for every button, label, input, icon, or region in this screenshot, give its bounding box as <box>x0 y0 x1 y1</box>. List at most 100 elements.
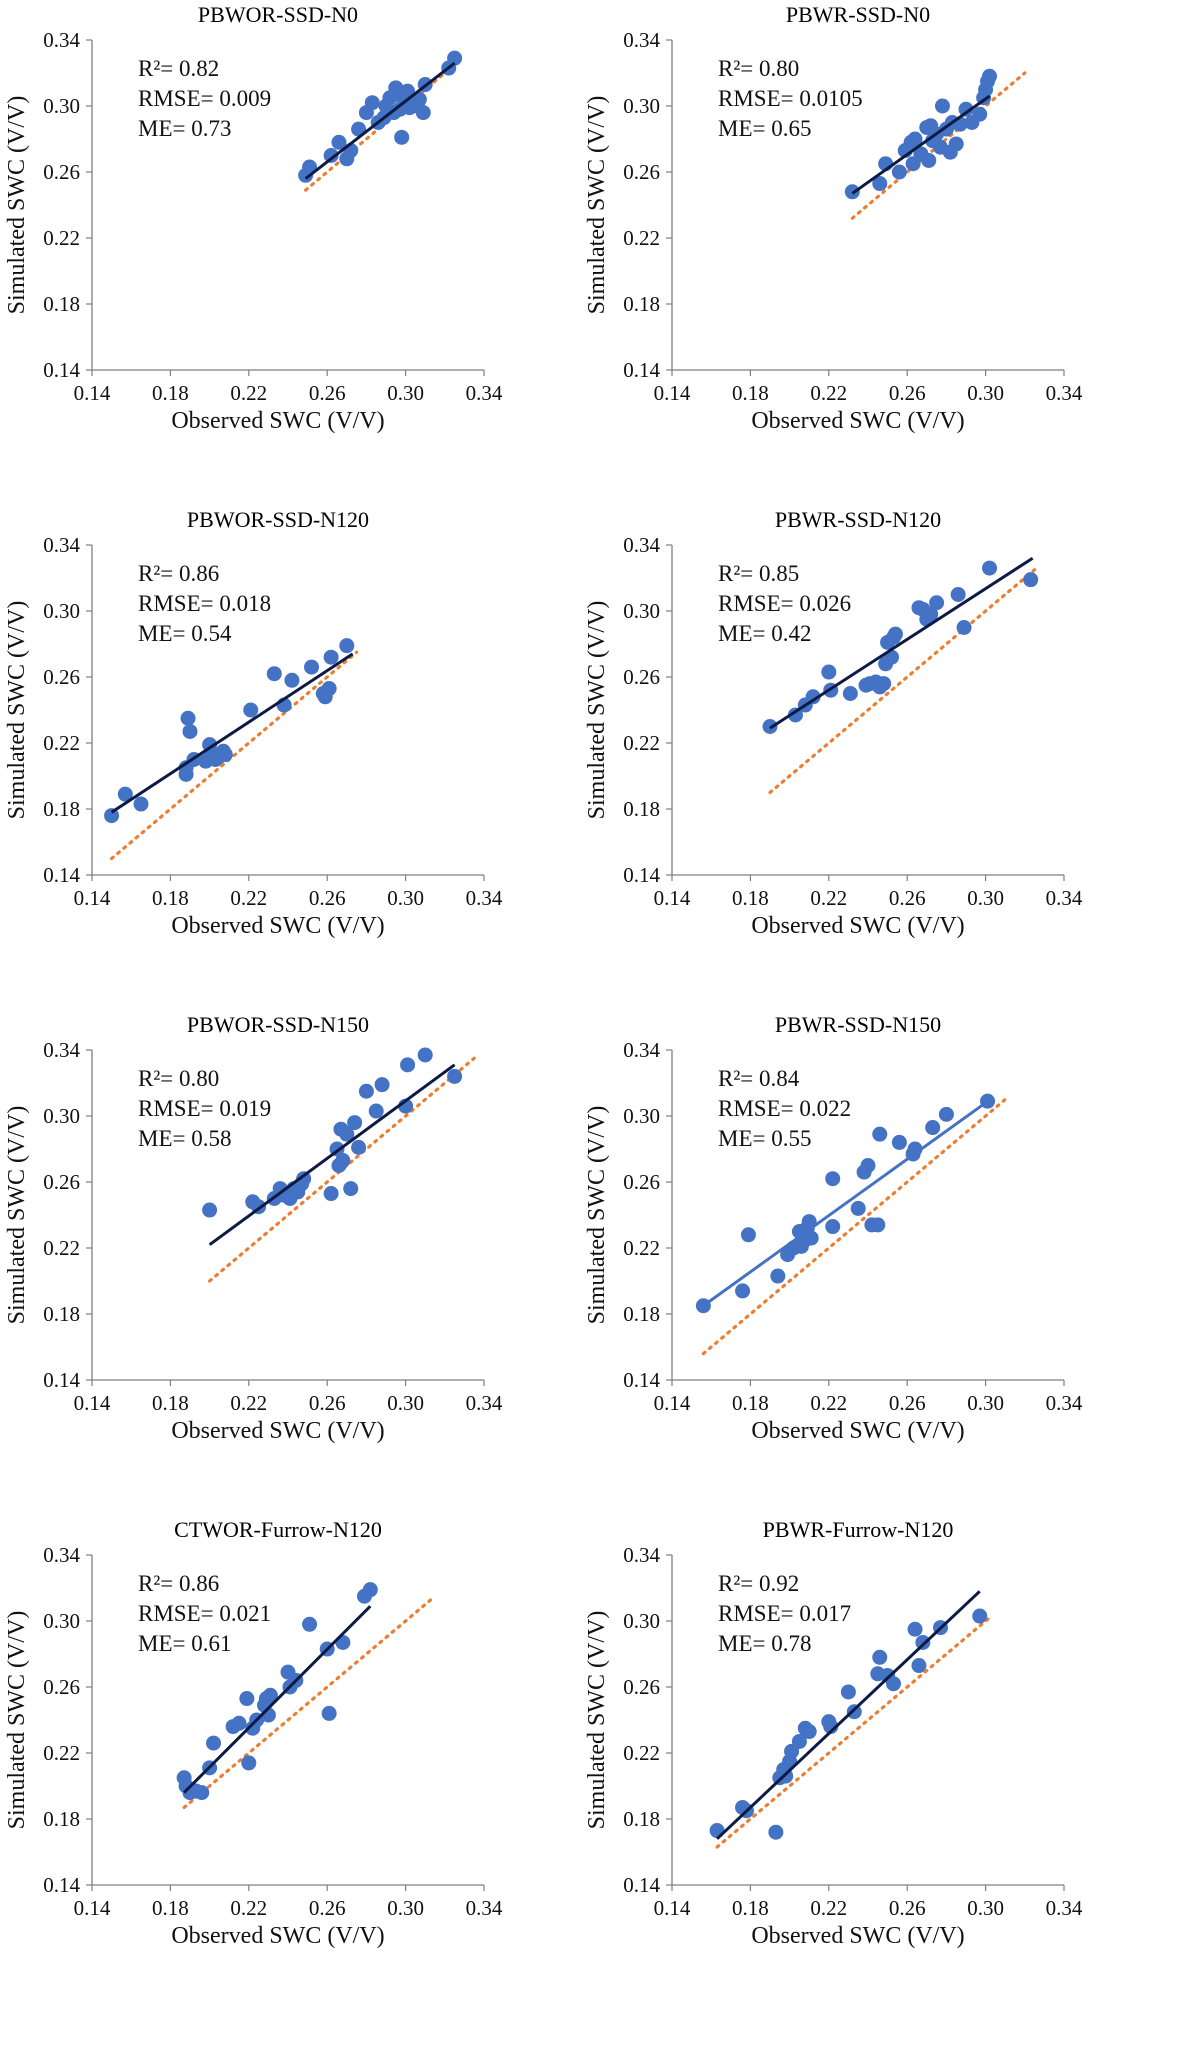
stat-rmse: RMSE= 0.019 <box>138 1096 271 1121</box>
data-point <box>982 68 998 84</box>
x-axis-label: Observed SWC (V/V) <box>751 913 964 939</box>
data-point <box>117 786 133 802</box>
data-point <box>907 1621 923 1637</box>
stat-me: ME= 0.42 <box>718 621 811 646</box>
data-point <box>180 710 196 726</box>
data-point <box>194 1785 210 1801</box>
data-point <box>740 1227 756 1243</box>
x-tick-label: 0.30 <box>967 886 1004 910</box>
stat-rmse: RMSE= 0.022 <box>718 1096 851 1121</box>
stat-rmse: RMSE= 0.026 <box>718 591 851 616</box>
x-tick-label: 0.26 <box>309 1896 346 1920</box>
y-tick-label: 0.30 <box>43 599 80 623</box>
stat-me: ME= 0.65 <box>718 116 811 141</box>
data-point <box>791 1733 807 1749</box>
regression-line <box>208 1063 456 1246</box>
y-axis-label: Simulated SWC (V/V) <box>584 1611 610 1830</box>
y-tick-label: 0.22 <box>623 731 660 755</box>
data-point <box>885 1676 901 1692</box>
data-point <box>358 1083 374 1099</box>
stat-me: ME= 0.61 <box>138 1631 231 1656</box>
data-point <box>925 1120 941 1136</box>
x-tick-label: 0.22 <box>230 1391 267 1415</box>
data-point <box>805 689 821 705</box>
data-point <box>323 649 339 665</box>
x-tick-label: 0.22 <box>810 886 847 910</box>
regression-line <box>183 1605 372 1794</box>
chart-title: PBWR-SSD-N0 <box>786 2 930 27</box>
data-point <box>907 1141 923 1157</box>
stat-rmse: RMSE= 0.018 <box>138 591 271 616</box>
stat-r2: R²= 0.86 <box>138 561 219 586</box>
y-tick-label: 0.14 <box>623 358 660 382</box>
one-to-one-line <box>768 568 1037 795</box>
data-point <box>323 1186 339 1202</box>
x-axis-label: Observed SWC (V/V) <box>171 913 384 939</box>
data-point <box>803 1230 819 1246</box>
data-point <box>104 808 120 824</box>
y-axis-label: Simulated SWC (V/V) <box>4 601 30 820</box>
y-axis-label: Simulated SWC (V/V) <box>4 96 30 315</box>
x-tick-label: 0.14 <box>74 1391 111 1415</box>
data-point <box>243 702 259 718</box>
data-point <box>206 1735 222 1751</box>
data-point <box>801 1724 817 1740</box>
data-point <box>860 1158 876 1173</box>
data-point <box>339 638 355 654</box>
data-point <box>284 672 300 688</box>
y-tick-label: 0.22 <box>623 1236 660 1260</box>
data-point <box>929 595 945 611</box>
y-tick-label: 0.26 <box>43 1170 80 1194</box>
data-point <box>364 95 380 111</box>
one-to-one-line <box>701 1097 1007 1356</box>
x-axis-label: Observed SWC (V/V) <box>751 1418 964 1444</box>
data-point <box>870 1217 886 1233</box>
x-tick-label: 0.18 <box>732 1896 769 1920</box>
y-tick-label: 0.30 <box>43 1609 80 1633</box>
x-tick-label: 0.22 <box>230 886 267 910</box>
y-tick-label: 0.26 <box>623 665 660 689</box>
regression-line <box>851 94 991 195</box>
x-axis-label: Observed SWC (V/V) <box>751 408 964 434</box>
data-point <box>394 129 410 145</box>
y-tick-label: 0.22 <box>43 1236 80 1260</box>
x-tick-label: 0.34 <box>1046 1896 1083 1920</box>
x-tick-label: 0.26 <box>889 886 926 910</box>
data-point <box>241 1755 257 1771</box>
regression-line <box>304 61 456 180</box>
scatter-chart-svg: PBWR-SSD-N150 0.14 0.18 0.22 0.26 0.30 0.34 0.1… <box>584 1012 1083 1444</box>
data-point <box>972 1608 988 1624</box>
scatter-panel-8: PBWR-Furrow-N120 0.14 0.18 0.22 0.26 0.30 0.34… <box>580 1515 1140 2005</box>
y-tick-label: 0.34 <box>43 1038 80 1062</box>
stat-r2: R²= 0.80 <box>718 56 799 81</box>
x-tick-label: 0.30 <box>967 1896 1004 1920</box>
stat-rmse: RMSE= 0.017 <box>718 1601 851 1626</box>
y-tick-label: 0.26 <box>43 1675 80 1699</box>
y-tick-label: 0.34 <box>43 28 80 52</box>
y-tick-label: 0.30 <box>623 1104 660 1128</box>
x-axis-label: Observed SWC (V/V) <box>171 1923 384 1949</box>
y-tick-label: 0.30 <box>623 1609 660 1633</box>
stat-me: ME= 0.55 <box>718 1126 811 1151</box>
data-point <box>323 148 339 163</box>
y-tick-label: 0.30 <box>43 94 80 118</box>
chart-title: PBWOR-SSD-N120 <box>187 507 369 532</box>
data-point <box>823 1719 839 1735</box>
y-tick-label: 0.22 <box>43 1741 80 1765</box>
data-point <box>133 796 149 812</box>
y-tick-label: 0.14 <box>623 1368 660 1392</box>
y-tick-label: 0.30 <box>623 599 660 623</box>
stat-rmse: RMSE= 0.021 <box>138 1601 271 1626</box>
data-point <box>923 606 939 622</box>
regression-line <box>702 1101 987 1307</box>
data-point <box>911 1658 927 1674</box>
y-tick-label: 0.30 <box>43 1104 80 1128</box>
data-point <box>296 1171 312 1187</box>
chart-title: PBWR-SSD-N120 <box>775 507 941 532</box>
scatter-chart-svg: PBWOR-SSD-N150 0.14 0.18 0.22 0.26 0.30 0.34 0.… <box>4 1012 503 1444</box>
scatter-panel-6: PBWR-SSD-N150 0.14 0.18 0.22 0.26 0.30 0.34 0.1… <box>580 1010 1140 1500</box>
data-point <box>217 747 233 763</box>
chart-title: PBWOR-SSD-N150 <box>187 1012 369 1037</box>
data-point <box>447 50 463 66</box>
scatter-chart-svg: PBWR-Furrow-N120 0.14 0.18 0.22 0.26 0.30 0.34… <box>584 1517 1083 1949</box>
